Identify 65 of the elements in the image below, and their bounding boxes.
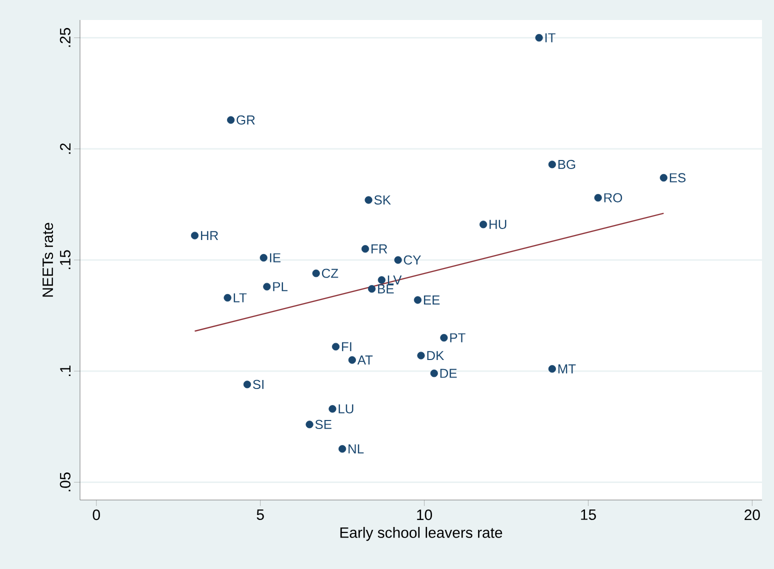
point <box>394 256 402 264</box>
x-tick-label: 20 <box>744 510 760 520</box>
point <box>440 334 448 342</box>
point <box>263 282 271 290</box>
x-tick-label: 15 <box>581 510 596 520</box>
point <box>260 254 268 262</box>
annotation: FR <box>372 244 388 254</box>
annotation: GR <box>236 115 255 125</box>
annotation: SI <box>253 380 264 390</box>
annotation: HR <box>201 231 218 240</box>
annotation: ES <box>670 173 686 182</box>
point <box>224 294 232 302</box>
point <box>660 174 668 182</box>
point <box>328 405 336 413</box>
point <box>548 365 556 373</box>
point <box>480 220 488 228</box>
annotation: BE <box>378 284 394 294</box>
annotation: IE <box>270 253 280 262</box>
annotation: IT <box>545 33 556 42</box>
annotation: SE <box>315 420 332 430</box>
y-axis-title: NEETs rate <box>42 222 54 297</box>
point <box>548 160 556 168</box>
x-tick-label: 10 <box>417 510 432 520</box>
x-tick-label: 0 <box>92 510 100 520</box>
y-tick-label: .25 <box>60 28 70 47</box>
annotation: DE <box>440 368 457 378</box>
y-tick-label: .1 <box>60 366 70 376</box>
point <box>361 245 370 253</box>
point <box>535 34 543 42</box>
annotation: BG <box>558 160 576 170</box>
point <box>243 380 252 388</box>
annotation: MT <box>558 364 576 374</box>
x-tick-label: 5 <box>256 510 264 520</box>
point <box>190 232 199 240</box>
point <box>430 370 438 378</box>
y-tick-label: .05 <box>60 472 70 492</box>
annotation: LU <box>338 404 354 414</box>
point <box>368 285 376 293</box>
annotation: AT <box>357 356 373 364</box>
annotation: PL <box>273 282 288 292</box>
point <box>378 276 386 284</box>
annotation: LT <box>234 293 247 302</box>
point <box>594 194 602 202</box>
point <box>306 420 314 428</box>
annotation: FI <box>342 342 352 352</box>
point <box>227 116 235 124</box>
point <box>414 296 422 304</box>
annotation: DK <box>427 351 444 360</box>
annotation: HU <box>490 220 506 229</box>
annotation: CZ <box>322 268 338 278</box>
point <box>364 196 372 204</box>
annotation: PT <box>450 333 466 342</box>
annotation: CY <box>404 255 421 265</box>
point <box>332 342 340 350</box>
point <box>417 352 425 360</box>
annotation: SK <box>374 195 391 205</box>
point <box>312 270 320 278</box>
y-tick-label: .2 <box>60 143 70 154</box>
y-tick-label: .15 <box>60 250 70 270</box>
annotation: EE <box>424 296 440 304</box>
annotation: NL <box>348 444 364 454</box>
x-axis-title: Early school leavers rate <box>340 526 502 541</box>
annotation: RO <box>604 193 622 202</box>
point <box>348 356 356 364</box>
point <box>338 445 346 453</box>
